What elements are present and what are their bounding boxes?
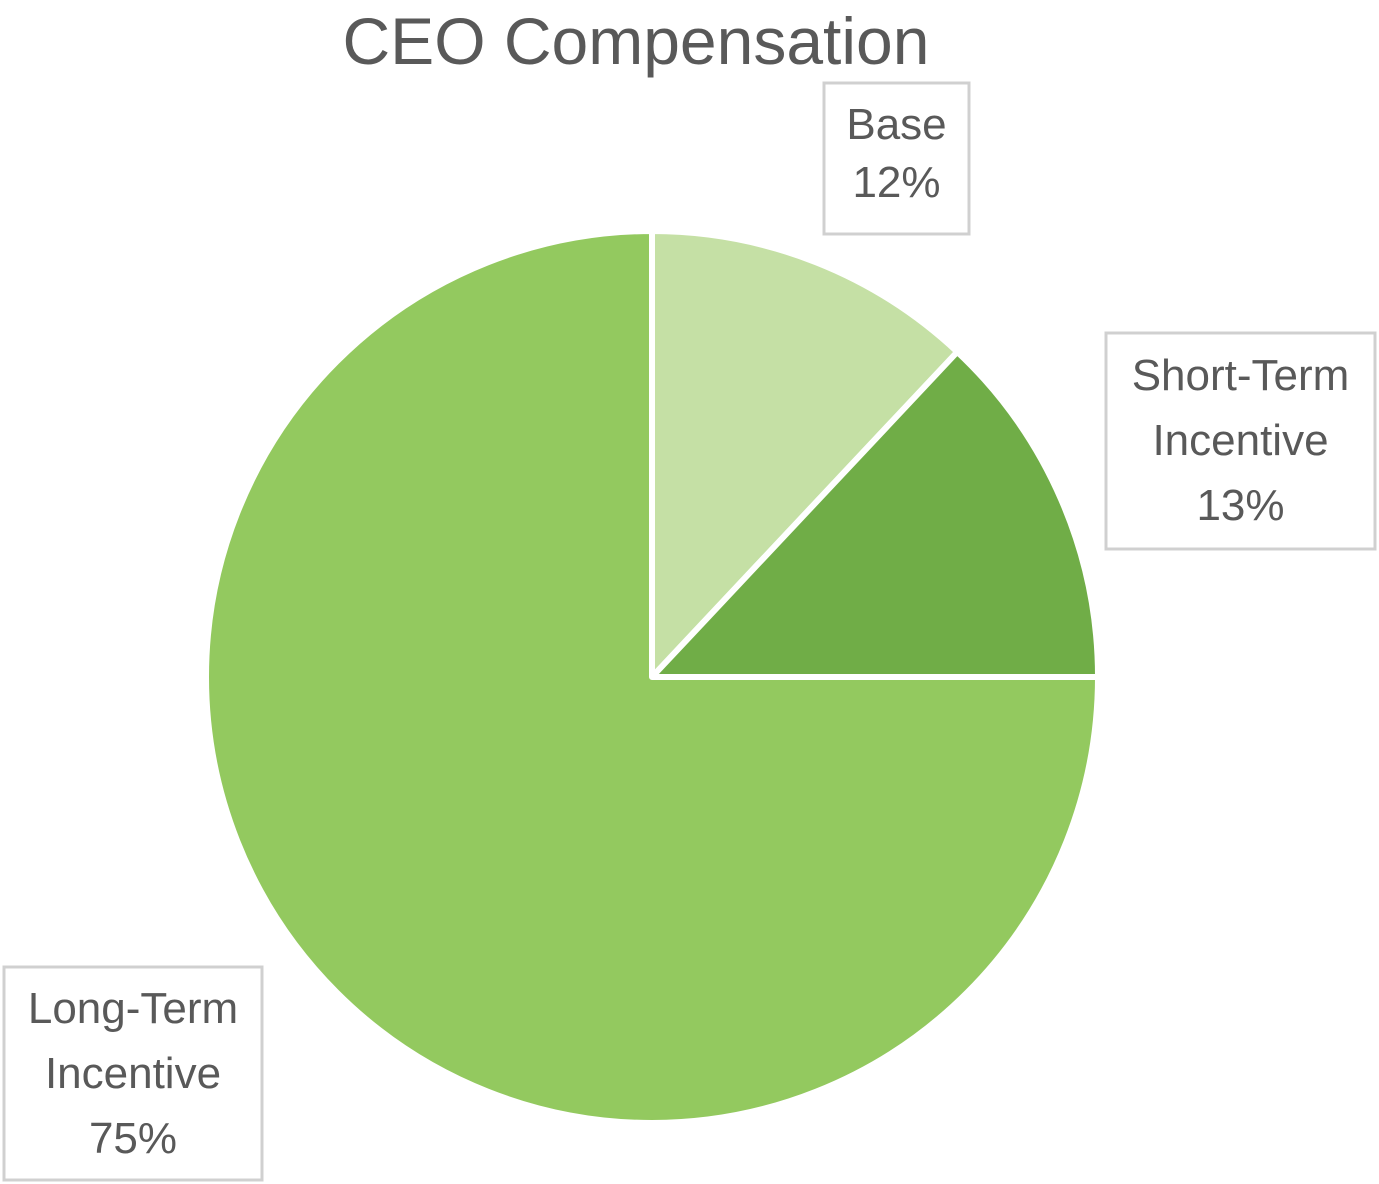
data-label-text: Incentive bbox=[45, 1049, 221, 1098]
chart-title: CEO Compensation bbox=[343, 4, 930, 78]
data-label-box bbox=[2, 965, 264, 1182]
data-label-text: 13% bbox=[1196, 481, 1284, 530]
data-label-text: Incentive bbox=[1152, 416, 1328, 465]
data-label-text: Short-Term bbox=[1132, 351, 1350, 400]
pie-slice-short-term-incentive bbox=[649, 348, 1101, 680]
data-label-text: Long-Term bbox=[28, 984, 238, 1033]
data-label-long-term-incentive: Long-Term Incentive 75% bbox=[2, 965, 264, 1182]
pie-labels: Base 12% Short-Term Incentive 13% Long-Term In… bbox=[2, 81, 1377, 1182]
data-label-text: Base bbox=[846, 100, 946, 149]
data-label-box bbox=[1104, 331, 1377, 551]
data-label-base: Base 12% bbox=[822, 81, 971, 236]
pie-slice-base bbox=[649, 228, 961, 680]
data-label-short-term-incentive: Short-Term Incentive 13% bbox=[1104, 331, 1377, 551]
data-label-text: 75% bbox=[89, 1114, 177, 1163]
data-label-text: 12% bbox=[852, 158, 940, 207]
pie-slice-long-term-incentive bbox=[203, 228, 1101, 1126]
data-label-box bbox=[822, 81, 971, 236]
pie-slices bbox=[203, 228, 1101, 1126]
